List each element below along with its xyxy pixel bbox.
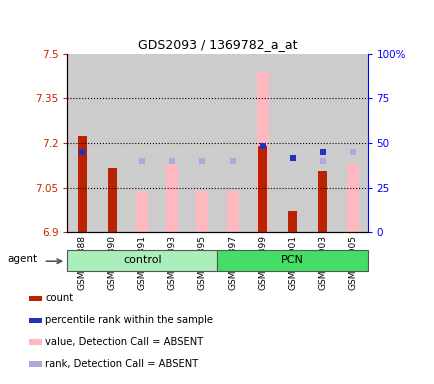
- Title: GDS2093 / 1369782_a_at: GDS2093 / 1369782_a_at: [138, 38, 296, 51]
- Text: count: count: [45, 293, 73, 303]
- Text: rank, Detection Call = ABSENT: rank, Detection Call = ABSENT: [45, 359, 198, 369]
- Bar: [196, 191, 208, 232]
- Text: value, Detection Call = ABSENT: value, Detection Call = ABSENT: [45, 337, 203, 347]
- Bar: [30, 296, 42, 301]
- Bar: [30, 339, 42, 345]
- Bar: [318, 171, 326, 232]
- Bar: [97, 54, 127, 232]
- Bar: [258, 146, 266, 232]
- Bar: [127, 54, 157, 232]
- Bar: [78, 136, 86, 232]
- Bar: [337, 54, 367, 232]
- Bar: [346, 164, 358, 232]
- Bar: [108, 168, 116, 232]
- Text: agent: agent: [7, 254, 38, 264]
- Bar: [217, 250, 367, 271]
- Bar: [67, 54, 97, 232]
- Bar: [67, 250, 217, 271]
- Bar: [187, 54, 217, 232]
- Bar: [307, 54, 337, 232]
- Bar: [157, 54, 187, 232]
- Bar: [166, 164, 178, 232]
- Bar: [136, 191, 148, 232]
- Bar: [288, 212, 296, 232]
- Bar: [30, 361, 42, 367]
- Text: control: control: [123, 255, 161, 265]
- Text: PCN: PCN: [280, 255, 303, 265]
- Bar: [226, 191, 238, 232]
- Bar: [256, 71, 268, 232]
- Text: percentile rank within the sample: percentile rank within the sample: [45, 315, 213, 325]
- Bar: [277, 54, 307, 232]
- Bar: [247, 54, 277, 232]
- Bar: [30, 318, 42, 323]
- Bar: [217, 54, 247, 232]
